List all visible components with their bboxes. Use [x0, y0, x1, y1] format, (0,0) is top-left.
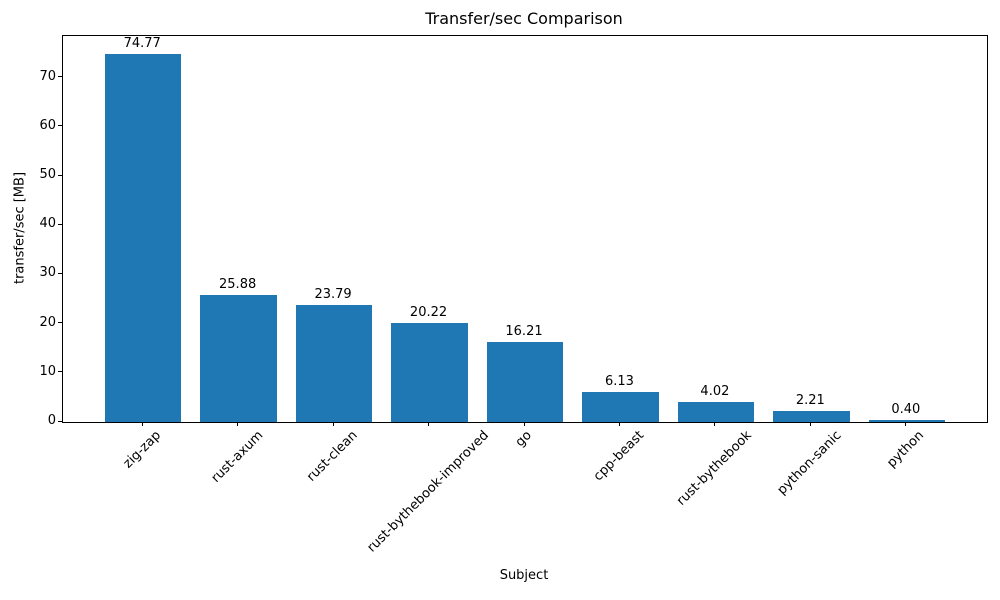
bar: [391, 322, 468, 422]
x-tick-mark: [809, 422, 811, 426]
bar: [105, 54, 182, 422]
y-tick-label: 70: [39, 68, 56, 84]
x-tick-label: rust-bythebook-improved: [364, 428, 493, 556]
y-tick-mark: [58, 223, 62, 225]
x-tick-label: cpp-beast: [591, 428, 648, 485]
y-tick-label: 0: [47, 413, 56, 428]
x-tick-label: zig-zap: [120, 428, 164, 472]
bar: [200, 294, 277, 422]
bar-value-label: 6.13: [604, 373, 634, 389]
bar-value-label: 0.40: [891, 402, 921, 418]
y-tick-mark: [58, 371, 62, 373]
x-tick-label: python-sanic: [774, 428, 845, 498]
y-tick-mark: [58, 76, 62, 78]
bar-value-label: 16.21: [505, 324, 543, 340]
x-tick-label: python: [884, 428, 928, 471]
bar-value-label: 25.88: [219, 276, 257, 292]
bar-value-label: 23.79: [314, 287, 352, 303]
bar: [677, 402, 755, 422]
y-tick-label: 10: [39, 363, 56, 379]
x-tick-label: rust-bythebook: [674, 428, 755, 509]
y-tick-label: 30: [39, 265, 56, 281]
bar: [868, 420, 945, 422]
bar: [773, 411, 850, 422]
y-tick-mark: [58, 272, 62, 274]
bar-value-label: 4.02: [700, 384, 730, 400]
x-tick-mark: [714, 422, 716, 426]
x-tick-label: go: [512, 428, 535, 451]
bar: [486, 342, 564, 422]
x-tick-mark: [237, 422, 239, 426]
x-tick-mark: [428, 422, 430, 426]
chart-title: Transfer/sec Comparison: [425, 9, 623, 28]
bar-value-label: 20.22: [409, 304, 448, 320]
y-tick-label: 40: [39, 216, 56, 232]
y-tick-mark: [58, 125, 62, 127]
bar: [295, 305, 373, 422]
x-tick-mark: [523, 422, 525, 426]
bar: [582, 391, 659, 422]
x-tick-label: rust-clean: [304, 428, 362, 485]
x-tick-label: rust-axum: [208, 428, 266, 486]
x-axis-label: Subject: [499, 568, 549, 583]
plot-area: [62, 35, 988, 423]
x-tick-mark: [618, 422, 620, 426]
bar-value-label: 74.77: [123, 36, 161, 52]
y-tick-mark: [58, 420, 62, 422]
y-tick-label: 60: [39, 117, 56, 133]
y-tick-label: 20: [39, 314, 56, 330]
y-tick-label: 50: [39, 167, 56, 183]
y-tick-mark: [58, 174, 62, 176]
y-tick-mark: [58, 322, 62, 324]
x-tick-mark: [905, 422, 907, 426]
x-tick-mark: [332, 422, 334, 426]
x-tick-mark: [141, 422, 143, 426]
bar-value-label: 2.21: [795, 393, 825, 409]
